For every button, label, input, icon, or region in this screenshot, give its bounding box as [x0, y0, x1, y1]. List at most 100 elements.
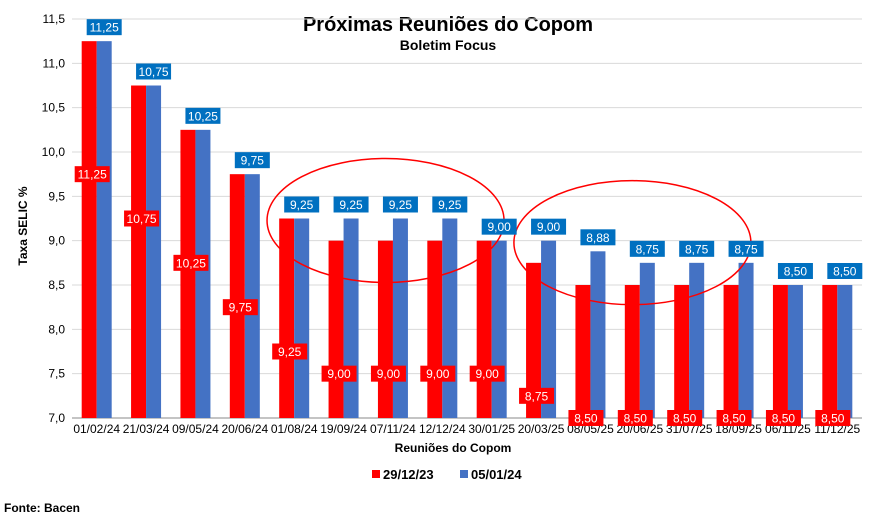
data-label-box — [519, 387, 555, 404]
bar-series1 — [575, 285, 591, 418]
bar-series1 — [723, 285, 739, 418]
data-label-box — [284, 196, 320, 213]
bar-series1 — [427, 240, 443, 418]
data-label-series1: 8,50 — [673, 412, 697, 426]
legend-swatch — [460, 470, 468, 478]
data-label-box — [667, 410, 703, 426]
data-label-series1: 8,50 — [624, 412, 648, 426]
bar-series2 — [787, 285, 803, 418]
source-note: Fonte: Bacen — [4, 501, 80, 515]
y-axis-ticks: 7,0 7,5 8,0 8,5 9,0 9,5 10,0 10,5 11,0 11,5 — [42, 12, 66, 425]
bar-series1 — [526, 262, 542, 418]
y-tick-label: 8,0 — [48, 322, 65, 336]
bar-series2 — [96, 41, 112, 419]
x-tick-label: 19/09/24 — [320, 422, 367, 436]
data-label-box — [765, 410, 801, 426]
data-label-box — [617, 410, 653, 426]
data-label-box — [124, 210, 160, 227]
data-label-box — [382, 196, 418, 213]
bar-series2 — [146, 85, 162, 418]
data-labels: 11,25 11,25 10,75 10,75 10,25 10,25 9,75 9,75 9,… — [74, 19, 863, 426]
x-tick-label: 07/11/24 — [370, 422, 416, 436]
x-tick-label: 01/02/24 — [73, 422, 120, 436]
data-label-box — [173, 254, 209, 271]
bar-series1 — [772, 285, 788, 418]
chart-title: Próximas Reuniões do Copom — [303, 14, 593, 36]
legend: 29/12/23 05/01/24 — [372, 467, 522, 482]
data-label-box — [185, 107, 221, 124]
bar-series1 — [624, 285, 640, 418]
data-label-series2: 9,25 — [438, 198, 462, 212]
y-tick-label: 7,5 — [48, 367, 65, 381]
data-label-series2: 8,75 — [734, 242, 758, 256]
data-label-series1: 9,00 — [426, 367, 450, 381]
bar-series1 — [180, 129, 196, 419]
y-tick-label: 10,0 — [42, 145, 66, 159]
bar-series2 — [738, 262, 754, 418]
data-label-box — [136, 63, 172, 80]
data-label-box — [629, 240, 665, 257]
data-label-box — [321, 365, 357, 382]
bar-series2 — [244, 174, 260, 418]
data-label-series2: 9,25 — [290, 198, 314, 212]
y-tick-label: 7,0 — [48, 411, 65, 425]
bar-series1 — [674, 285, 690, 418]
bar-series1 — [81, 41, 97, 419]
data-label-series1: 8,50 — [821, 412, 845, 426]
bar-series2 — [837, 285, 853, 418]
x-tick-label: 20/06/24 — [221, 422, 268, 436]
data-label-series2: 8,75 — [685, 242, 709, 256]
data-label-series1: 11,25 — [78, 168, 107, 182]
bar-series2 — [590, 251, 606, 418]
x-tick-label: 20/03/25 — [518, 422, 565, 436]
legend-label: 05/01/24 — [471, 467, 522, 482]
bar-series2 — [639, 262, 655, 418]
x-tick-label: 21/03/24 — [123, 422, 170, 436]
data-label-series1: 10,75 — [127, 212, 157, 226]
y-tick-label: 10,5 — [42, 101, 66, 115]
bar-series1 — [279, 218, 295, 418]
data-label-box — [222, 299, 258, 316]
data-label-series1: 9,25 — [278, 345, 302, 359]
data-label-series1: 8,75 — [525, 389, 549, 403]
data-label-box — [728, 240, 764, 257]
data-label-box — [679, 240, 715, 257]
bar-series2 — [343, 218, 359, 418]
data-label-series2: 9,25 — [389, 198, 413, 212]
chart-subtitle: Boletim Focus — [400, 37, 497, 53]
bar-series1 — [476, 240, 492, 418]
data-label-box — [370, 365, 406, 382]
data-label-series2: 8,50 — [833, 265, 857, 279]
data-label-series2: 10,25 — [188, 109, 218, 123]
y-tick-label: 8,5 — [48, 278, 65, 292]
data-label-box — [815, 410, 851, 426]
x-tick-label: 01/08/24 — [271, 422, 318, 436]
data-label-series1: 9,00 — [377, 367, 401, 381]
data-label-box — [272, 343, 308, 360]
bar-series2 — [689, 262, 705, 418]
y-tick-label: 11,5 — [43, 12, 66, 26]
bar-series1 — [822, 285, 838, 418]
bar-series1 — [377, 240, 393, 418]
y-tick-label: 9,5 — [48, 189, 65, 203]
data-label-series1: 9,00 — [327, 367, 351, 381]
data-label-box — [234, 152, 270, 169]
data-label-series2: 9,00 — [488, 220, 512, 234]
bar-series1 — [131, 85, 147, 418]
bar-series2 — [442, 218, 458, 418]
data-label-box — [469, 365, 505, 382]
data-label-box — [531, 218, 567, 235]
data-label-series1: 9,75 — [229, 301, 253, 315]
y-axis-label: Taxa SELIC % — [16, 186, 30, 265]
bar-series2 — [392, 218, 408, 418]
bar-series1 — [328, 240, 344, 418]
data-label-series2: 8,88 — [586, 231, 610, 245]
data-label-series2: 8,50 — [784, 265, 808, 279]
data-label-box — [74, 166, 110, 183]
x-tick-label: 09/05/24 — [172, 422, 219, 436]
data-label-series1: 10,25 — [176, 256, 206, 270]
bar-series2 — [195, 129, 211, 419]
data-label-series2: 11,25 — [90, 21, 119, 35]
data-label-series2: 9,75 — [241, 154, 265, 168]
